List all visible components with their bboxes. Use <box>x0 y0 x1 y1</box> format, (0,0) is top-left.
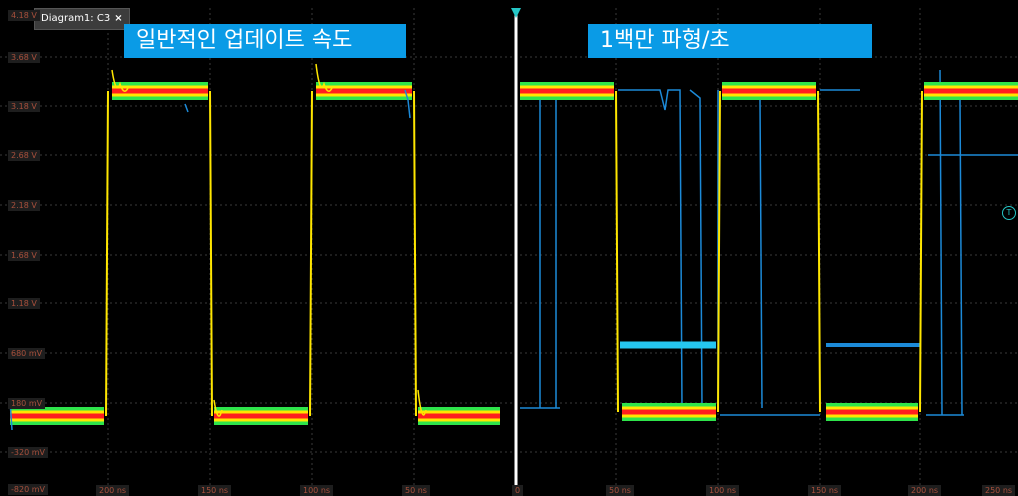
y-label: 3.68 V <box>8 52 40 63</box>
y-label: 2.68 V <box>8 150 40 161</box>
banner-typical-update-rate: 일반적인 업데이트 속도 <box>124 24 406 58</box>
y-label: 180 mV <box>8 398 46 409</box>
x-label: 150 ns <box>198 485 232 496</box>
x-label: 100 ns <box>300 485 334 496</box>
x-label: 100 ns <box>706 485 740 496</box>
waveform-left <box>9 63 500 431</box>
grid-horizontal <box>0 56 1018 453</box>
y-label: 3.18 V <box>8 101 40 112</box>
x-label: 200 ns <box>908 485 942 496</box>
y-label: 2.18 V <box>8 200 40 211</box>
banner-million-waveforms: 1백만 파형/초 <box>588 24 872 58</box>
y-label: 1.18 V <box>8 298 40 309</box>
x-label: 50 ns <box>606 485 634 496</box>
trigger-level-icon[interactable]: T <box>1002 206 1016 220</box>
y-label: 680 mV <box>8 348 46 359</box>
trigger-position-marker[interactable] <box>511 8 521 18</box>
x-label: 200 ns <box>96 485 130 496</box>
x-label: 250 ns <box>982 485 1016 496</box>
x-label: 0 <box>512 485 524 496</box>
x-label: 50 ns <box>402 485 430 496</box>
diagram-tab[interactable]: Diagram1: C3 × <box>34 8 130 30</box>
close-icon[interactable]: × <box>114 13 123 24</box>
y-label: -820 mV <box>8 484 48 495</box>
y-label: 4.18 V <box>8 10 40 21</box>
waveform-right <box>520 69 1018 421</box>
y-label: 1.68 V <box>8 250 40 261</box>
y-label: -320 mV <box>8 447 48 458</box>
x-label: 150 ns <box>808 485 842 496</box>
diagram-tab-label: Diagram1: C3 <box>41 13 111 24</box>
